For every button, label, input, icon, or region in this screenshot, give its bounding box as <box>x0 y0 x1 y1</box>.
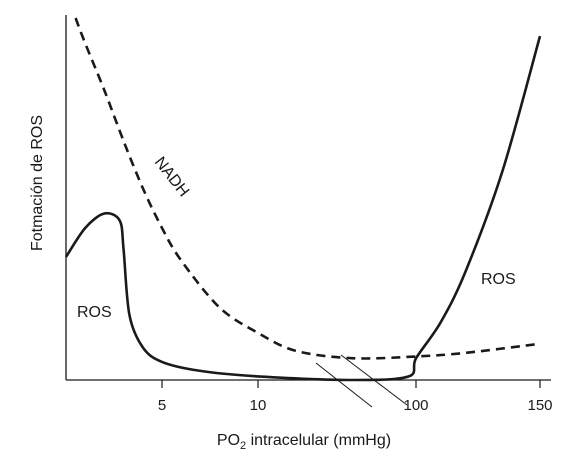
ros-annotation-left: ROS <box>77 304 112 321</box>
nadh-dashed-curve <box>74 17 541 360</box>
x-axis-title: PO2 intracelular (mmHg) <box>217 432 391 452</box>
x-axis-title-subscript: 2 <box>240 440 246 452</box>
x-ticks <box>161 380 541 388</box>
ros-solid-curve <box>64 35 542 382</box>
axes <box>65 15 551 381</box>
axis-break-mark <box>315 362 373 408</box>
x-tick-label-100: 100 <box>403 397 428 414</box>
x-tick-label-150: 150 <box>527 397 552 414</box>
x-axis-title-rest: intracelular (mmHg) <box>246 432 391 449</box>
series-layer <box>64 17 542 382</box>
x-tick-labels: 5 10 100 150 <box>158 397 553 414</box>
ros-annotation-right: ROS <box>481 271 516 288</box>
x-tick-label-10: 10 <box>250 397 267 414</box>
nadh-annotation: NADH <box>151 154 192 200</box>
x-tick-label-5: 5 <box>158 397 166 414</box>
x-axis-title-main: PO <box>217 432 240 449</box>
y-axis-title: Fotmación de ROS <box>29 115 46 251</box>
